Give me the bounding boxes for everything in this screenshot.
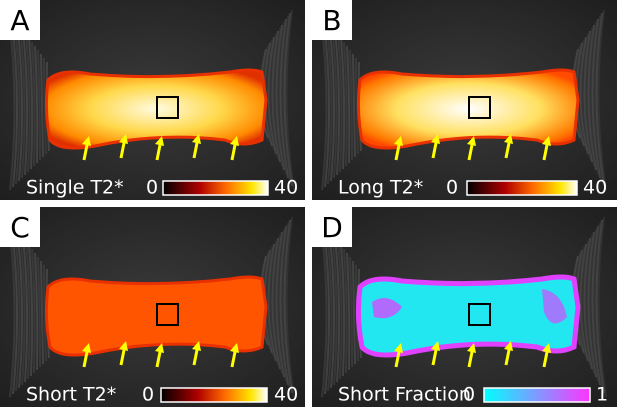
figure: A Single T2* 0 40 B Long T2* 0 40 C Short T2* 0 40 D… bbox=[0, 0, 619, 409]
colorbar bbox=[161, 388, 267, 402]
scale-max: 1 bbox=[596, 384, 608, 406]
panel-letter: B bbox=[322, 4, 341, 37]
scale-max: 40 bbox=[583, 177, 607, 199]
panel: B Long T2* 0 40 bbox=[312, 0, 617, 200]
scale-min: 0 bbox=[146, 177, 158, 199]
panel: A Single T2* 0 40 bbox=[0, 0, 305, 200]
scale-min: 0 bbox=[142, 384, 154, 406]
colorbar bbox=[467, 181, 577, 195]
scale-min: 0 bbox=[463, 384, 475, 406]
caption: Short T2* bbox=[26, 384, 116, 406]
colorbar bbox=[484, 388, 590, 402]
caption: Long T2* bbox=[338, 177, 423, 199]
scale-max: 40 bbox=[274, 177, 298, 199]
panel-letter: D bbox=[321, 211, 343, 244]
caption: Single T2* bbox=[26, 177, 124, 199]
scale-min: 0 bbox=[446, 177, 458, 199]
panel-letter: C bbox=[10, 211, 30, 244]
caption: Short Fraction bbox=[338, 384, 471, 406]
panel: D Short Fraction0 1 bbox=[312, 207, 617, 407]
panel-letter: A bbox=[10, 4, 29, 37]
colorbar bbox=[163, 181, 268, 195]
panel: C Short T2* 0 40 bbox=[0, 207, 305, 407]
scale-max: 40 bbox=[274, 384, 298, 406]
